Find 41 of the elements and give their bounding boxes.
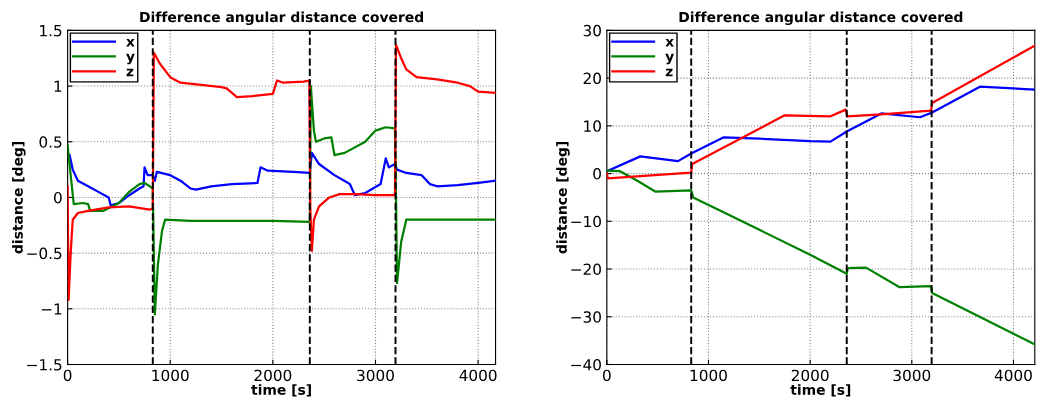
line-series <box>606 85 1035 173</box>
y-tick-label: 0 <box>593 168 601 180</box>
y-tick-label: −1 <box>41 303 62 315</box>
y-tick-label: −1.5 <box>27 359 62 371</box>
y-tick-label: 0.5 <box>39 136 62 148</box>
x-tick-label: 3000 <box>893 369 931 382</box>
x-axis-title: time [s] <box>790 384 851 397</box>
y-tick-label: 20 <box>583 72 601 85</box>
y-tick-label: −30 <box>571 311 601 323</box>
x-tick-label: 1000 <box>152 369 189 382</box>
x-tick-label: 1000 <box>690 369 727 382</box>
x-axis-title: time [s] <box>251 384 311 397</box>
legend-label: z <box>126 68 134 77</box>
x-tick-label: 2000 <box>791 369 829 382</box>
y-tick-label: −0.5 <box>27 247 62 260</box>
x-tick-label: 2000 <box>254 369 292 382</box>
legend-label: y <box>665 53 674 65</box>
y-tick-label: 1.5 <box>40 25 62 37</box>
y-axis-title: distance [deg] <box>12 141 26 254</box>
x-tick-label: 4000 <box>459 369 497 382</box>
y-tick-label: 10 <box>584 120 601 132</box>
line-series <box>68 151 496 207</box>
line-series <box>67 84 496 316</box>
legend-label: x <box>665 38 674 47</box>
y-tick-label: 30 <box>583 24 601 37</box>
legend-label: y <box>126 53 135 65</box>
line-series <box>606 169 1035 346</box>
x-tick-label: 3000 <box>357 369 394 382</box>
chart-title: Difference angular distance covered <box>679 11 963 26</box>
x-tick-label: 0 <box>63 369 72 382</box>
legend-label: z <box>665 68 673 77</box>
y-tick-label: −20 <box>571 263 601 276</box>
y-tick-label: −40 <box>571 358 601 371</box>
y-tick-label: 0 <box>54 191 62 204</box>
y-tick-label: 1 <box>54 80 62 92</box>
x-tick-label: 4000 <box>994 369 1032 382</box>
y-tick-label: −10 <box>571 215 601 228</box>
legend-label: x <box>126 38 135 47</box>
chart-title: Difference angular distance covered <box>140 11 423 26</box>
y-axis-title: distance [deg] <box>556 141 570 254</box>
x-tick-label: 0 <box>602 369 611 382</box>
